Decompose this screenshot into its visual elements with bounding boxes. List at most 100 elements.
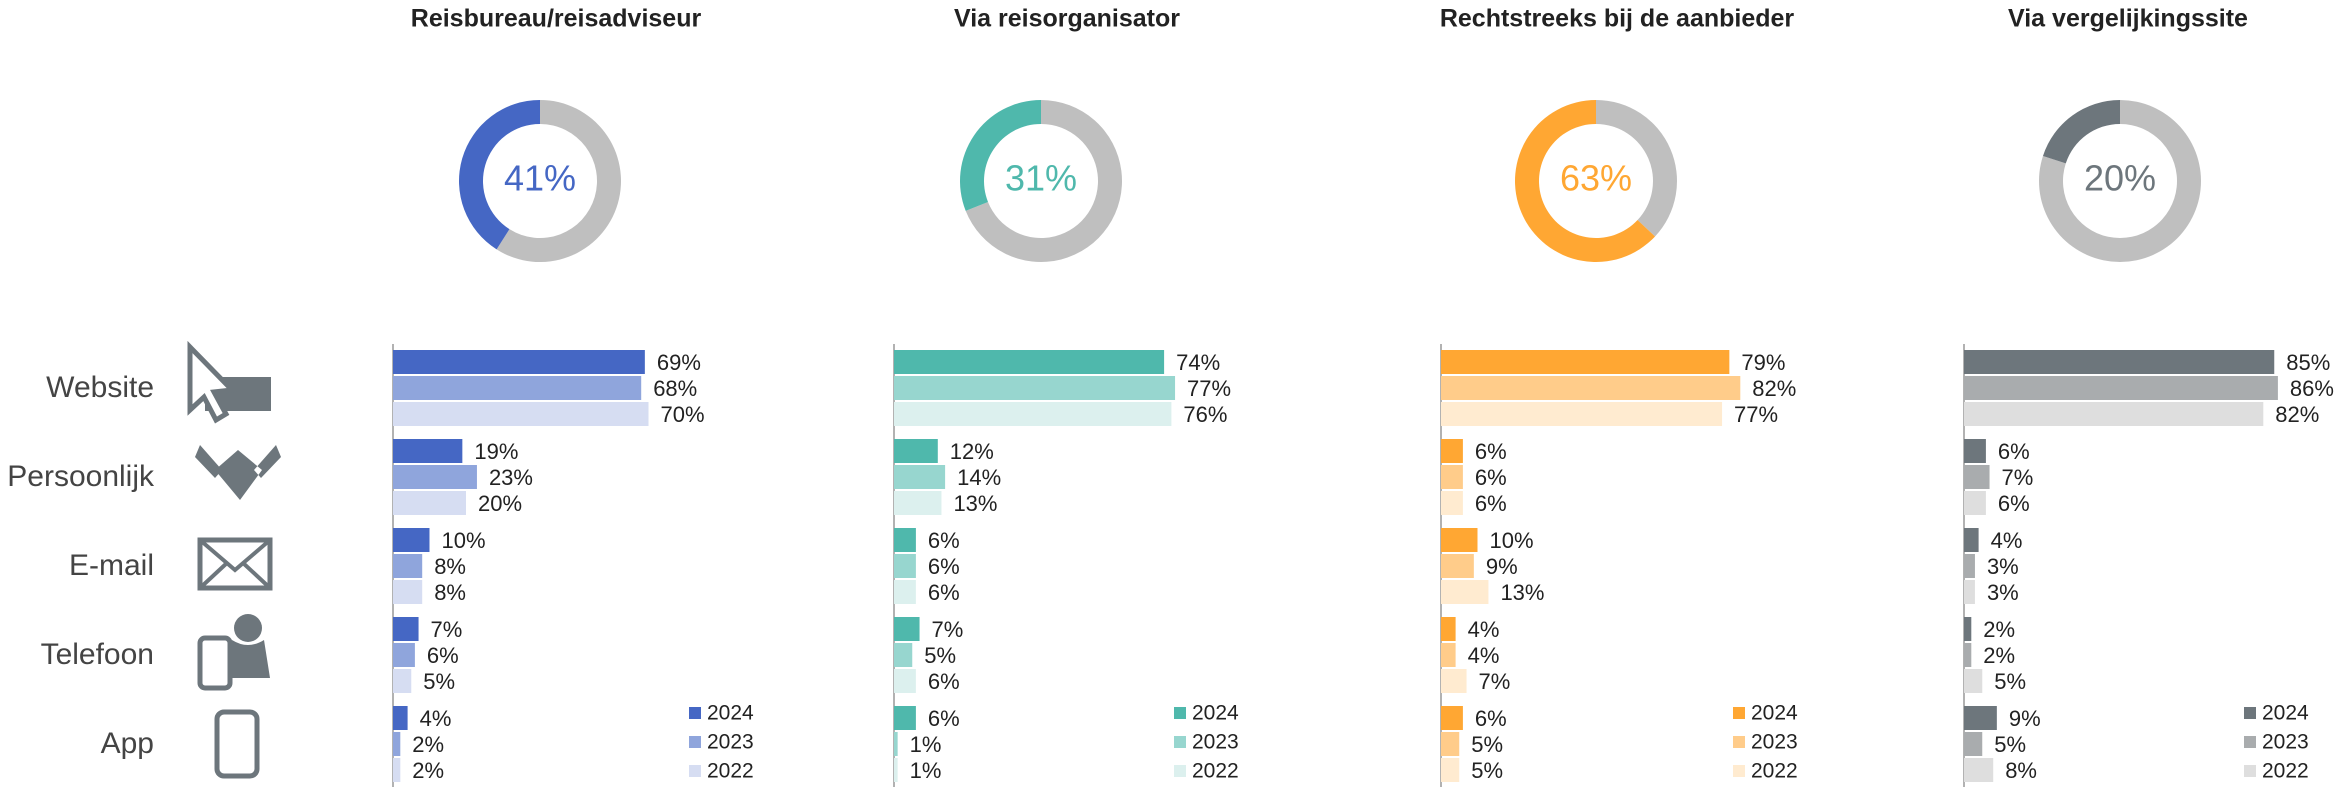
- bar: [894, 439, 938, 463]
- donut-rest: [496, 100, 621, 262]
- value-label: 4%: [1468, 617, 1500, 642]
- value-label: 6%: [1475, 491, 1507, 516]
- value-label: 2%: [1983, 643, 2015, 668]
- value-label: 9%: [2009, 706, 2041, 731]
- donut-rest: [1596, 100, 1677, 237]
- bar: [393, 376, 642, 400]
- bar: [393, 554, 423, 578]
- app-icon: [214, 709, 260, 779]
- donut-slice: [459, 100, 540, 250]
- value-label: 7%: [1479, 669, 1511, 694]
- legend-label: 2023: [707, 731, 754, 754]
- bar: [1964, 491, 1986, 515]
- value-label: 6%: [928, 554, 960, 579]
- legend-label: 2022: [2262, 760, 2309, 783]
- panel-title: Via vergelijkingssite: [2008, 5, 2248, 33]
- bar: [393, 465, 477, 489]
- bar: [1441, 402, 1723, 426]
- bar: [1964, 617, 1972, 641]
- bar: [894, 554, 916, 578]
- bar: [393, 491, 466, 515]
- bar: [894, 580, 916, 604]
- panel-title: Via reisorganisator: [954, 5, 1180, 33]
- value-label: 3%: [1987, 554, 2019, 579]
- legend-swatch: [1733, 765, 1745, 777]
- value-label: 82%: [1752, 376, 1796, 401]
- bar: [1441, 554, 1474, 578]
- bar: [1441, 580, 1489, 604]
- bar: [1441, 376, 1741, 400]
- value-label: 6%: [427, 643, 459, 668]
- bar: [393, 580, 423, 604]
- value-label: 6%: [1998, 491, 2030, 516]
- bar: [894, 350, 1165, 374]
- donut-label: 63%: [1560, 158, 1632, 199]
- value-label: 14%: [957, 465, 1001, 490]
- donut-slice: [2042, 100, 2120, 164]
- bar: [393, 643, 415, 667]
- value-label: 77%: [1187, 376, 1231, 401]
- legend-label: 2022: [1751, 760, 1798, 783]
- value-label: 6%: [928, 706, 960, 731]
- category-label: Telefoon: [41, 638, 154, 671]
- bar: [1441, 732, 1460, 756]
- bar: [894, 402, 1172, 426]
- legend-swatch: [1174, 707, 1186, 719]
- value-label: 85%: [2286, 350, 2330, 375]
- bar: [1441, 439, 1463, 463]
- handshake-icon: [195, 445, 281, 500]
- legend-label: 2024: [1192, 702, 1239, 725]
- bar: [1964, 402, 2264, 426]
- value-label: 6%: [1475, 439, 1507, 464]
- mail-lines: [198, 538, 272, 590]
- legend-swatch: [689, 736, 701, 748]
- legend-swatch: [1174, 736, 1186, 748]
- value-label: 2%: [1983, 617, 2015, 642]
- legend-label: 2022: [707, 760, 754, 783]
- value-label: 7%: [431, 617, 463, 642]
- bar: [894, 376, 1176, 400]
- value-label: 5%: [423, 669, 455, 694]
- bar: [1964, 528, 1979, 552]
- bar: [393, 732, 401, 756]
- bar: [1964, 376, 2278, 400]
- bar: [894, 617, 920, 641]
- legend-swatch: [2244, 707, 2256, 719]
- bar: [1441, 528, 1478, 552]
- value-label: 70%: [661, 402, 705, 427]
- phone-icon: [197, 635, 233, 691]
- legend-swatch: [1174, 765, 1186, 777]
- bar: [1441, 350, 1730, 374]
- donut-slice: [960, 99, 1041, 211]
- bar: [1964, 643, 1972, 667]
- legend-label: 2023: [1751, 731, 1798, 754]
- bar: [1964, 439, 1986, 463]
- value-label: 3%: [1987, 580, 2019, 605]
- value-label: 2%: [412, 732, 444, 757]
- legend-label: 2024: [2262, 702, 2309, 725]
- bar: [1964, 669, 1983, 693]
- value-label: 5%: [1471, 732, 1503, 757]
- category-label: App: [101, 727, 154, 760]
- value-label: 6%: [1475, 465, 1507, 490]
- value-label: 4%: [1468, 643, 1500, 668]
- value-label: 5%: [1994, 732, 2026, 757]
- icons: [187, 340, 281, 779]
- donut-label: 31%: [1005, 158, 1077, 199]
- bar: [1964, 732, 1983, 756]
- legend-swatch: [1733, 707, 1745, 719]
- value-label: 1%: [910, 732, 942, 757]
- value-label: 6%: [928, 528, 960, 553]
- donut-rest: [2039, 100, 2202, 262]
- value-label: 8%: [2005, 758, 2037, 783]
- bar: [894, 465, 946, 489]
- value-label: 4%: [1991, 528, 2023, 553]
- legend-swatch: [689, 765, 701, 777]
- value-label: 6%: [928, 669, 960, 694]
- bar: [1964, 554, 1975, 578]
- legend-swatch: [689, 707, 701, 719]
- bar: [393, 528, 430, 552]
- value-label: 76%: [1183, 402, 1227, 427]
- bar: [1441, 706, 1463, 730]
